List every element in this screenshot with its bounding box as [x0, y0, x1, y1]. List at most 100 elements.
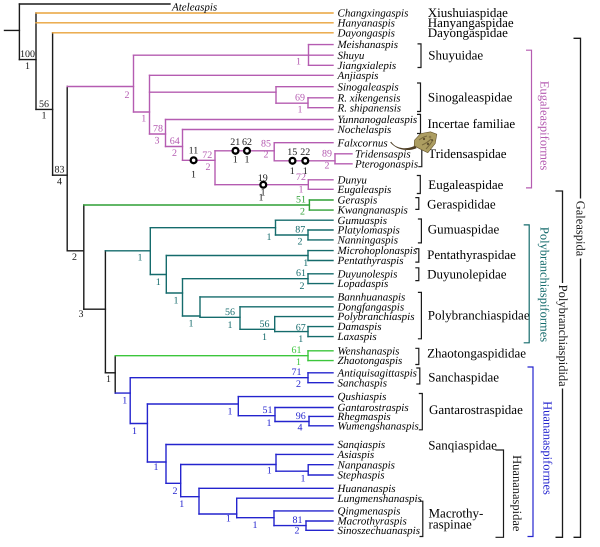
svg-text:Nochelaspis: Nochelaspis [337, 124, 392, 136]
svg-text:Pentathyraspis: Pentathyraspis [337, 255, 404, 267]
svg-text:Polybranchiaspidida: Polybranchiaspidida [556, 285, 570, 388]
svg-text:Polybranchiaspiformes: Polybranchiaspiformes [538, 227, 552, 342]
svg-text:Galeaspida: Galeaspida [573, 201, 587, 257]
svg-text:Huananaspis: Huananaspis [337, 483, 396, 495]
svg-text:1: 1 [296, 57, 301, 68]
svg-text:Tridensaspidae: Tridensaspidae [428, 146, 506, 161]
svg-text:Sanqiaspis: Sanqiaspis [338, 439, 386, 451]
svg-text:2: 2 [295, 526, 300, 537]
svg-text:1: 1 [179, 499, 184, 510]
svg-text:raspinae: raspinae [429, 517, 473, 532]
svg-text:Gantarostraspis: Gantarostraspis [338, 402, 409, 414]
svg-text:1: 1 [303, 258, 308, 269]
svg-text:1: 1 [261, 188, 266, 199]
svg-text:Stephaspis: Stephaspis [338, 470, 385, 482]
svg-text:21: 21 [230, 137, 240, 148]
svg-text:69: 69 [295, 93, 305, 104]
svg-text:Dayongaspidae: Dayongaspidae [428, 25, 508, 40]
svg-text:Geraspididae: Geraspididae [427, 197, 496, 212]
svg-text:1: 1 [138, 253, 143, 264]
svg-text:Laxaspis: Laxaspis [337, 331, 377, 343]
svg-text:Anjiaspis: Anjiaspis [337, 70, 379, 82]
svg-text:87: 87 [295, 225, 305, 236]
svg-text:Polybranchiaspidae: Polybranchiaspidae [428, 308, 530, 323]
svg-text:51: 51 [263, 405, 273, 416]
svg-text:Qushiaspis: Qushiaspis [338, 391, 387, 403]
svg-text:Yunnanogaleaspis: Yunnanogaleaspis [338, 114, 418, 126]
svg-text:72: 72 [202, 150, 212, 161]
svg-text:1: 1 [189, 319, 194, 330]
svg-text:Kwangnanaspis: Kwangnanaspis [337, 205, 408, 217]
svg-text:Shuyuidae: Shuyuidae [428, 47, 483, 62]
svg-text:71: 71 [292, 367, 302, 378]
svg-text:Meishanaspis: Meishanaspis [337, 39, 399, 51]
svg-text:1: 1 [132, 426, 137, 437]
svg-text:Rhegmaspis: Rhegmaspis [337, 411, 391, 423]
svg-text:78: 78 [153, 124, 163, 135]
svg-text:19: 19 [258, 173, 268, 184]
svg-text:1: 1 [267, 232, 272, 243]
svg-text:100: 100 [20, 49, 35, 60]
svg-text:1: 1 [156, 277, 161, 288]
svg-text:1: 1 [25, 61, 30, 72]
svg-text:1: 1 [122, 396, 127, 407]
svg-text:Tridensaspis: Tridensaspis [355, 148, 411, 160]
svg-text:2: 2 [172, 148, 177, 159]
svg-text:Gantarostraspidae: Gantarostraspidae [429, 402, 523, 417]
svg-text:Duyunolepidae: Duyunolepidae [427, 267, 507, 282]
svg-text:64: 64 [170, 136, 180, 147]
svg-text:2: 2 [125, 90, 130, 101]
svg-text:Platylomaspis: Platylomaspis [337, 225, 400, 237]
svg-text:2: 2 [173, 486, 178, 497]
svg-text:Bannhuanaspis: Bannhuanaspis [338, 292, 406, 304]
svg-text:1: 1 [245, 155, 250, 166]
svg-text:1: 1 [191, 169, 196, 180]
svg-text:1: 1 [154, 462, 159, 473]
svg-text:2: 2 [298, 237, 303, 248]
svg-text:Eugaleaspis: Eugaleaspis [337, 184, 392, 196]
svg-text:Pentathyraspidae: Pentathyraspidae [427, 247, 516, 262]
svg-text:51: 51 [296, 195, 306, 206]
svg-text:Eugaleaspiformes: Eugaleaspiformes [538, 81, 552, 171]
svg-text:1: 1 [259, 193, 264, 204]
svg-text:1: 1 [228, 320, 233, 331]
svg-text:1: 1 [253, 520, 258, 531]
svg-text:Shuyu: Shuyu [338, 50, 365, 62]
svg-text:56: 56 [260, 319, 270, 330]
svg-text:Gumuaspidae: Gumuaspidae [428, 221, 500, 236]
svg-text:1: 1 [226, 514, 231, 525]
svg-text:67: 67 [296, 323, 306, 334]
svg-text:Polybranchiaspis: Polybranchiaspis [337, 311, 415, 323]
svg-text:83: 83 [55, 165, 65, 176]
svg-text:Eugaleaspidae: Eugaleaspidae [428, 177, 503, 192]
svg-text:Zhaotongaspis: Zhaotongaspis [338, 355, 403, 367]
svg-text:Macrothy-: Macrothy- [429, 506, 484, 521]
svg-text:1: 1 [106, 374, 111, 385]
svg-text:Sanchaspidae: Sanchaspidae [428, 369, 499, 384]
svg-text:Changxingaspis: Changxingaspis [338, 8, 409, 20]
svg-text:Hanyangaspidae: Hanyangaspidae [428, 15, 514, 30]
svg-text:R. xikengensis: R. xikengensis [337, 92, 401, 104]
svg-text:1: 1 [233, 155, 238, 166]
svg-text:Huananaspidae: Huananaspidae [510, 455, 524, 532]
svg-text:22: 22 [300, 147, 310, 158]
svg-text:Huananaspiformes: Huananaspiformes [540, 401, 554, 495]
svg-text:1: 1 [296, 357, 301, 368]
svg-text:Sanqiaspidae: Sanqiaspidae [428, 437, 497, 452]
svg-text:Falxcornus: Falxcornus [337, 137, 388, 149]
svg-text:1: 1 [290, 166, 295, 177]
svg-text:Duyunolespis: Duyunolespis [337, 268, 398, 280]
svg-text:3: 3 [79, 309, 84, 320]
svg-text:Microhoplonaspis: Microhoplonaspis [337, 245, 418, 257]
svg-text:Dongfangaspis: Dongfangaspis [337, 301, 405, 313]
svg-text:2: 2 [264, 150, 269, 161]
svg-text:Pterogonaspis: Pterogonaspis [354, 158, 418, 170]
svg-text:Macrothyraspis: Macrothyraspis [337, 516, 407, 528]
svg-text:Nanningaspis: Nanningaspis [337, 235, 399, 247]
svg-text:Sinogaleaspidae: Sinogaleaspidae [428, 90, 513, 105]
svg-text:1: 1 [303, 166, 308, 177]
svg-text:Sinoszechuanaspis: Sinoszechuanaspis [338, 525, 421, 537]
svg-text:1: 1 [42, 111, 47, 122]
svg-text:1: 1 [298, 105, 303, 116]
svg-text:89: 89 [322, 148, 332, 159]
